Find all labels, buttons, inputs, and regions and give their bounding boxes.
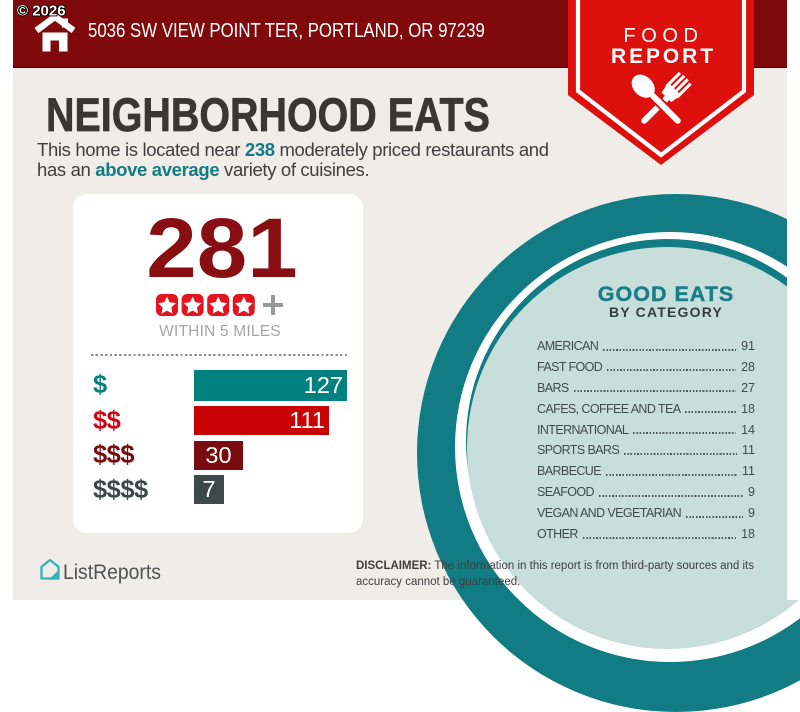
svg-text:REPORT: REPORT xyxy=(611,45,716,68)
svg-text:© 2026: © 2026 xyxy=(17,3,66,20)
svg-text:FOOD: FOOD xyxy=(623,25,703,47)
